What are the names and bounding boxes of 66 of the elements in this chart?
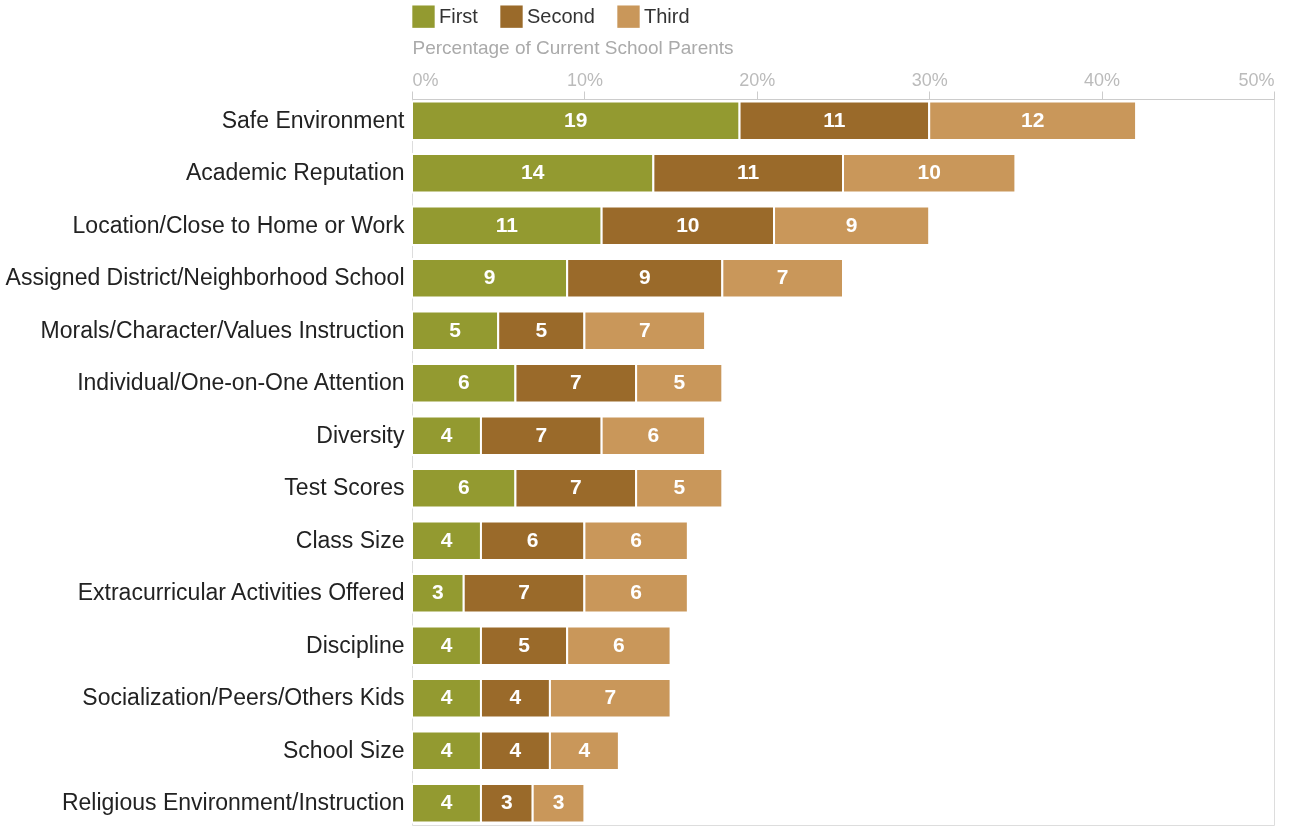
x-tick-label: 10%: [566, 69, 603, 90]
y-tick-label: Assigned District/Neighborhood School: [5, 264, 405, 291]
data-label: 4: [440, 737, 453, 761]
y-tick-label: School Size: [283, 736, 405, 763]
y-tick-label: Religious Environment/Instruction: [61, 789, 405, 816]
y-tick-label: Academic Reputation: [185, 159, 405, 186]
data-label: 5: [673, 370, 686, 394]
x-tick-label: 40%: [1084, 69, 1121, 90]
data-label: 3: [552, 790, 565, 814]
data-label: 6: [613, 632, 625, 656]
data-label: 4: [440, 790, 453, 814]
data-label: 9: [845, 212, 858, 236]
data-label: 7: [776, 265, 789, 289]
data-label: 4: [440, 527, 453, 551]
data-label: 4: [509, 737, 522, 761]
data-label: 4: [440, 685, 453, 709]
legend-label: Second: [527, 4, 595, 27]
data-label: 11: [737, 160, 760, 184]
y-tick-label: Test Scores: [284, 474, 405, 501]
y-tick-label: Morals/Character/Values Instruction: [40, 316, 405, 343]
data-label: 6: [647, 422, 660, 446]
data-label: 6: [630, 527, 642, 551]
data-label: 11: [823, 107, 846, 131]
data-label: 4: [509, 685, 522, 709]
x-tick-label: 30%: [911, 69, 948, 90]
data-label: 7: [604, 685, 617, 709]
data-label: 14: [521, 160, 545, 184]
data-label: 4: [578, 737, 591, 761]
data-label: 5: [449, 317, 462, 341]
data-label: 6: [630, 580, 642, 604]
data-label: 5: [673, 475, 686, 499]
data-label: 4: [440, 422, 453, 446]
x-tick-label: 50%: [1238, 69, 1275, 90]
data-label: 5: [535, 317, 548, 341]
x-tick-label: 20%: [739, 69, 776, 90]
data-label: 7: [569, 370, 582, 394]
y-tick-label: Discipline: [306, 631, 405, 658]
y-tick-label: Extracurricular Activities Offered: [77, 579, 405, 606]
data-label: 7: [638, 317, 651, 341]
data-label: 7: [535, 422, 548, 446]
data-label: 9: [483, 265, 496, 289]
y-tick-label: Individual/One-on-One Attention: [77, 369, 405, 396]
data-label: 12: [1020, 107, 1045, 131]
y-tick-label: Diversity: [316, 421, 405, 448]
data-label: 7: [569, 475, 582, 499]
data-label: 10: [917, 160, 941, 184]
data-label: 7: [518, 580, 530, 604]
y-tick-label: Class Size: [295, 526, 405, 553]
data-label: 3: [500, 790, 513, 814]
data-label: 9: [638, 265, 651, 289]
data-label: 11: [495, 212, 519, 236]
legend-label: Third: [644, 4, 690, 27]
legend-label: First: [439, 4, 479, 27]
data-label: 4: [440, 632, 453, 656]
x-tick-label: 0%: [412, 69, 439, 90]
data-label: 5: [518, 632, 531, 656]
data-label: 10: [676, 212, 700, 236]
data-label: 6: [457, 370, 470, 394]
y-tick-label: Location/Close to Home or Work: [72, 211, 405, 238]
y-tick-label: Safe Environment: [221, 106, 406, 133]
data-label: 6: [457, 475, 470, 499]
y-tick-label: Socialization/Peers/Others Kids: [82, 684, 405, 711]
x-axis-title: Percentage of Current School Parents: [412, 36, 734, 58]
data-label: 19: [564, 107, 588, 131]
data-label: 6: [526, 527, 539, 551]
data-label: 3: [432, 580, 444, 604]
